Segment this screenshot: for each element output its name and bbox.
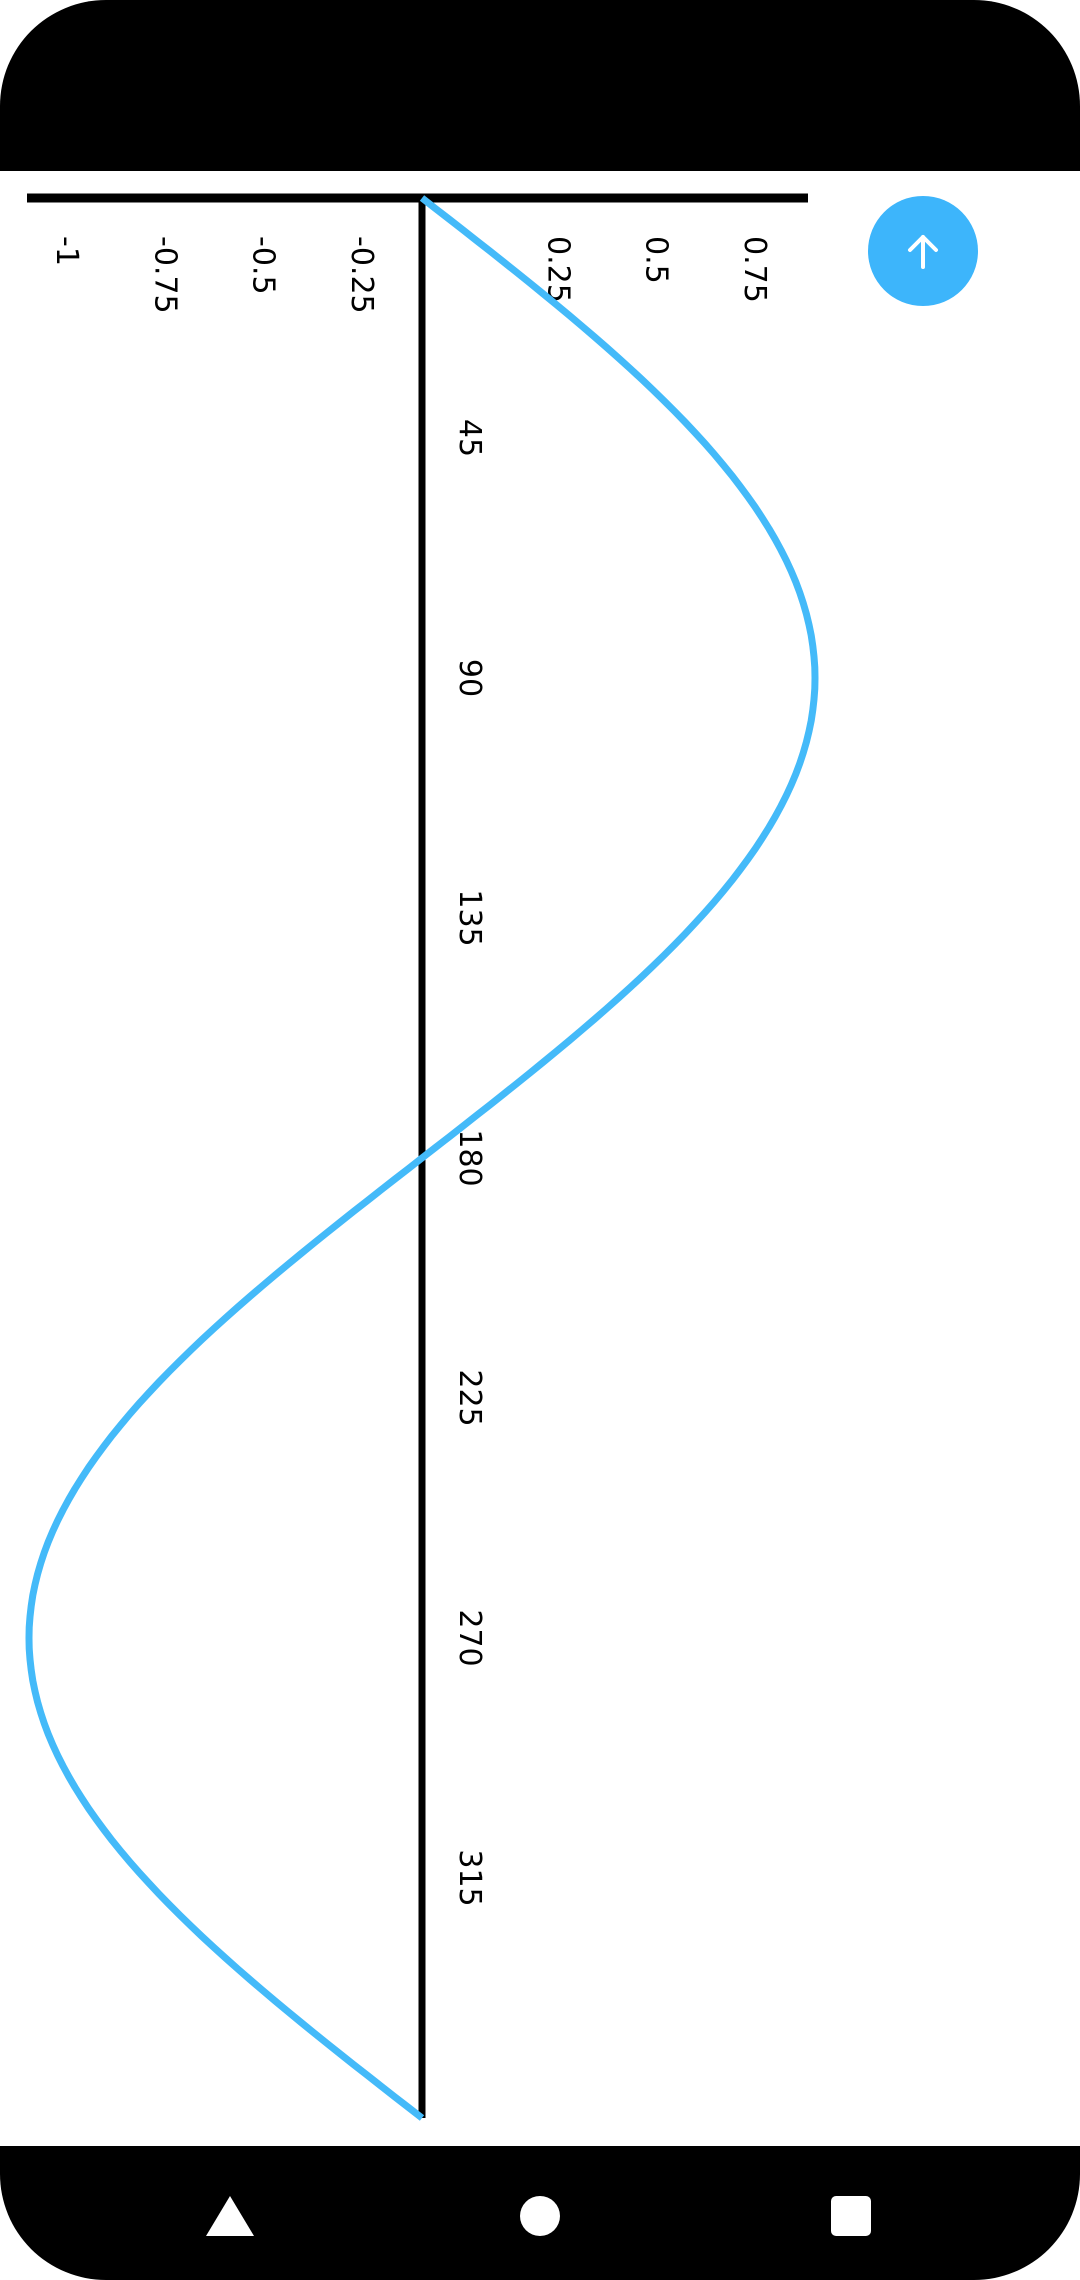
x-tick-label: 225	[452, 1369, 487, 1426]
arrow-up-icon	[908, 235, 938, 269]
status-bar	[0, 0, 1080, 171]
x-tick-label: 180	[452, 1129, 487, 1186]
y-tick-label: -0.5	[246, 236, 281, 295]
tick-labels: -1 -0.75 -0.5 -0.25 0.25 0.5 0.75 45 90 135 180 225…	[49, 236, 772, 1907]
x-tick-label: 270	[452, 1609, 487, 1666]
circle-home-icon	[520, 2196, 560, 2236]
y-tick-label: -0.75	[147, 236, 182, 314]
x-tick-label: 135	[452, 889, 487, 946]
nav-recents-button[interactable]	[811, 2176, 891, 2256]
triangle-back-icon	[206, 2196, 254, 2236]
square-recents-icon	[831, 2196, 871, 2236]
y-tick-label: -0.25	[344, 236, 379, 314]
x-tick-label: 315	[452, 1849, 487, 1906]
y-tick-label: 0.75	[737, 236, 772, 303]
series	[25, 195, 819, 2121]
y-tick-label: -1	[49, 236, 84, 266]
nav-back-button[interactable]	[190, 2176, 270, 2256]
scroll-up-fab[interactable]	[868, 196, 978, 306]
nav-home-button[interactable]	[500, 2176, 580, 2256]
x-tick-label: 45	[452, 419, 487, 457]
x-tick-label: 90	[452, 659, 487, 697]
y-tick-label: 0.5	[639, 236, 674, 284]
y-tick-label: 0.25	[540, 236, 575, 303]
sine-series-line	[25, 195, 819, 2121]
